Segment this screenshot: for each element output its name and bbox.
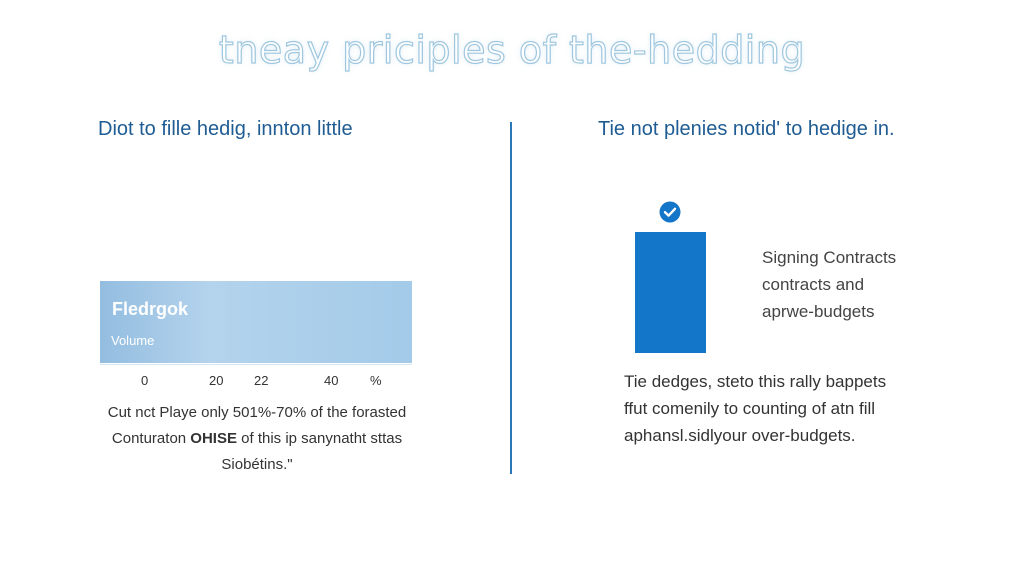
- right-paragraph-line: Tie dedges, steto this rally bappets: [624, 372, 887, 391]
- right-paragraph: Tie dedges, steto this rally bappets ffu…: [624, 368, 886, 449]
- left-paragraph-line: Cut nct Playe only 501%-70% of the foras…: [107, 404, 407, 421]
- left-heading: Diot to fille hedig, innton little: [98, 118, 353, 140]
- axis-line: [100, 364, 412, 365]
- vertical-divider: [510, 122, 512, 474]
- check-circle-icon: [659, 201, 681, 223]
- tick-label: 0: [141, 373, 149, 388]
- right-paragraph-line: ffut comenily to counting of atn fill: [624, 399, 876, 418]
- tick-label: %: [370, 373, 382, 388]
- tick-label: 20: [209, 373, 224, 388]
- right-paragraph-line: aphansl.sidlyour over-budgets.: [624, 426, 856, 445]
- left-paragraph: Cut nct Playe only 501%-70% of the foras…: [96, 400, 418, 478]
- left-paragraph-text: of this ip sanynatht sttas: [236, 430, 403, 447]
- right-heading: Tie not plenies notid' to hedige in.: [598, 118, 895, 140]
- tick-label: 40: [324, 373, 339, 388]
- tick-label: 22: [254, 373, 269, 388]
- left-paragraph-line: Siobétins.": [221, 456, 293, 473]
- left-paragraph-line: Conturaton OHISE of this ip sanynatht st…: [96, 426, 418, 452]
- left-paragraph-bold: OHISE: [190, 430, 237, 447]
- bar-label: Signing Contracts contracts and aprwe-bu…: [762, 244, 896, 325]
- bar-panel-subtitle: Volume: [111, 333, 155, 348]
- bar-label-line: Signing Contracts: [762, 248, 897, 267]
- volume-bar-panel: Fledrgok Volume: [100, 281, 412, 363]
- bar-label-line: aprwe-budgets: [762, 302, 875, 321]
- page-title: tneay priciples of the-hedding: [218, 27, 806, 72]
- bar-panel-title: Fledrgok: [112, 299, 189, 319]
- bar-label-line: contracts and: [762, 275, 865, 294]
- left-paragraph-text: Conturaton: [111, 430, 191, 447]
- blue-bar: [635, 232, 706, 353]
